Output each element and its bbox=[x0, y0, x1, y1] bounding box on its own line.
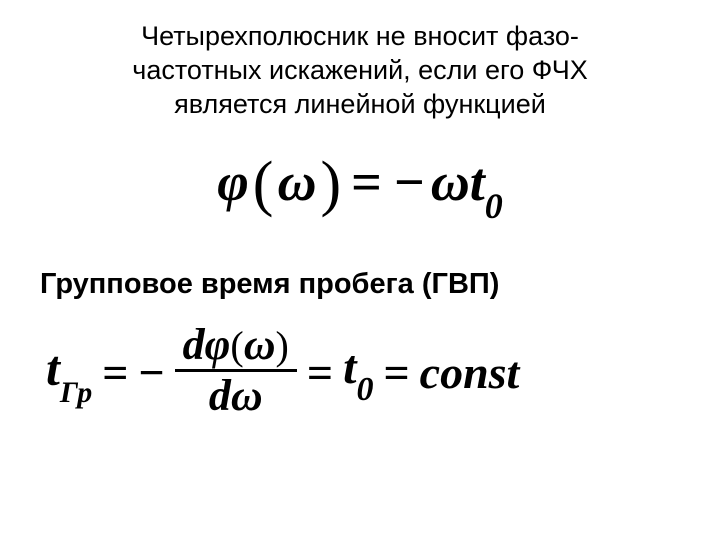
num-d: d bbox=[183, 320, 205, 369]
group-delay-heading: Групповое время пробега (ГВП) bbox=[40, 268, 680, 301]
num-omega: ω bbox=[244, 320, 276, 369]
num-lparen: ( bbox=[230, 323, 243, 368]
t-gr: tГр bbox=[46, 343, 92, 402]
minus-sign: − bbox=[388, 152, 431, 212]
t-var: t bbox=[470, 152, 485, 212]
t-letter: t bbox=[46, 340, 60, 396]
denominator: dω bbox=[201, 372, 271, 420]
phi-symbol: φ bbox=[217, 152, 249, 212]
omega-arg: ω bbox=[277, 152, 316, 212]
equals-2: = bbox=[307, 350, 333, 396]
para1-line1: Четырехполюсник не вносит фазо- bbox=[141, 21, 579, 51]
group-delay-formula: tГр = − dφ(ω) dω = t0 = const bbox=[40, 323, 680, 422]
fraction: dφ(ω) dω bbox=[175, 321, 297, 420]
minus-sign-2: − bbox=[138, 350, 164, 396]
phase-formula: φ(ω)=−ωt0 bbox=[40, 149, 680, 218]
den-omega: ω bbox=[231, 371, 263, 420]
num-phi: φ bbox=[205, 320, 231, 369]
omega-coef: ω bbox=[431, 152, 470, 212]
equals-3: = bbox=[383, 350, 409, 396]
numerator: dφ(ω) bbox=[175, 321, 297, 369]
intro-paragraph: Четырехполюсник не вносит фазо- частотны… bbox=[40, 20, 680, 121]
subscript-zero: 0 bbox=[485, 186, 503, 226]
num-rparen: ) bbox=[276, 323, 289, 368]
t-zero: t0 bbox=[343, 344, 373, 401]
t0-sub: 0 bbox=[356, 371, 373, 408]
equals-sign: = bbox=[345, 152, 388, 212]
t0-t: t bbox=[343, 341, 356, 394]
subscript-gr: Гр bbox=[60, 376, 92, 409]
para1-line3: является линейной функцией bbox=[174, 89, 546, 119]
equals-1: = bbox=[102, 350, 128, 396]
para1-line2: частотных искажений, если его ФЧХ bbox=[132, 55, 588, 85]
right-paren: ) bbox=[317, 150, 346, 218]
left-paren: ( bbox=[249, 150, 278, 218]
const-text: const bbox=[420, 350, 520, 396]
slide-page: Четырехполюсник не вносит фазо- частотны… bbox=[0, 0, 720, 540]
den-d: d bbox=[209, 371, 231, 420]
